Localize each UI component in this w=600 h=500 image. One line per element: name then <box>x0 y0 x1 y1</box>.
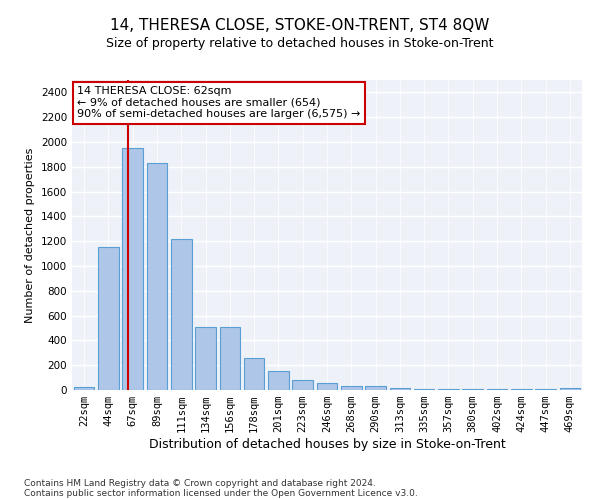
Bar <box>146 163 167 390</box>
Bar <box>268 372 289 390</box>
Y-axis label: Number of detached properties: Number of detached properties <box>25 148 35 322</box>
Text: Contains HM Land Registry data © Crown copyright and database right 2024.: Contains HM Land Registry data © Crown c… <box>24 478 376 488</box>
Bar <box>195 327 216 390</box>
Bar <box>171 238 191 390</box>
Bar <box>560 388 580 390</box>
Bar <box>317 383 337 390</box>
Bar <box>98 248 119 390</box>
X-axis label: Distribution of detached houses by size in Stoke-on-Trent: Distribution of detached houses by size … <box>149 438 505 451</box>
Bar <box>292 380 313 390</box>
Bar <box>122 148 143 390</box>
Bar <box>244 358 265 390</box>
Text: 14, THERESA CLOSE, STOKE-ON-TRENT, ST4 8QW: 14, THERESA CLOSE, STOKE-ON-TRENT, ST4 8… <box>110 18 490 32</box>
Text: Size of property relative to detached houses in Stoke-on-Trent: Size of property relative to detached ho… <box>106 38 494 51</box>
Text: Contains public sector information licensed under the Open Government Licence v3: Contains public sector information licen… <box>24 488 418 498</box>
Bar <box>74 387 94 390</box>
Text: 14 THERESA CLOSE: 62sqm
← 9% of detached houses are smaller (654)
90% of semi-de: 14 THERESA CLOSE: 62sqm ← 9% of detached… <box>77 86 361 120</box>
Bar <box>438 389 459 390</box>
Bar <box>220 327 240 390</box>
Bar <box>414 389 434 390</box>
Bar <box>341 386 362 390</box>
Bar <box>389 388 410 390</box>
Bar <box>365 386 386 390</box>
